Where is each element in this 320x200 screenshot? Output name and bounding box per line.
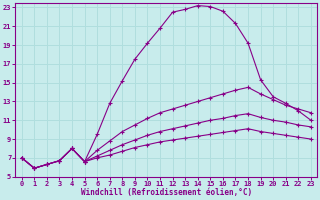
X-axis label: Windchill (Refroidissement éolien,°C): Windchill (Refroidissement éolien,°C) (81, 188, 252, 197)
